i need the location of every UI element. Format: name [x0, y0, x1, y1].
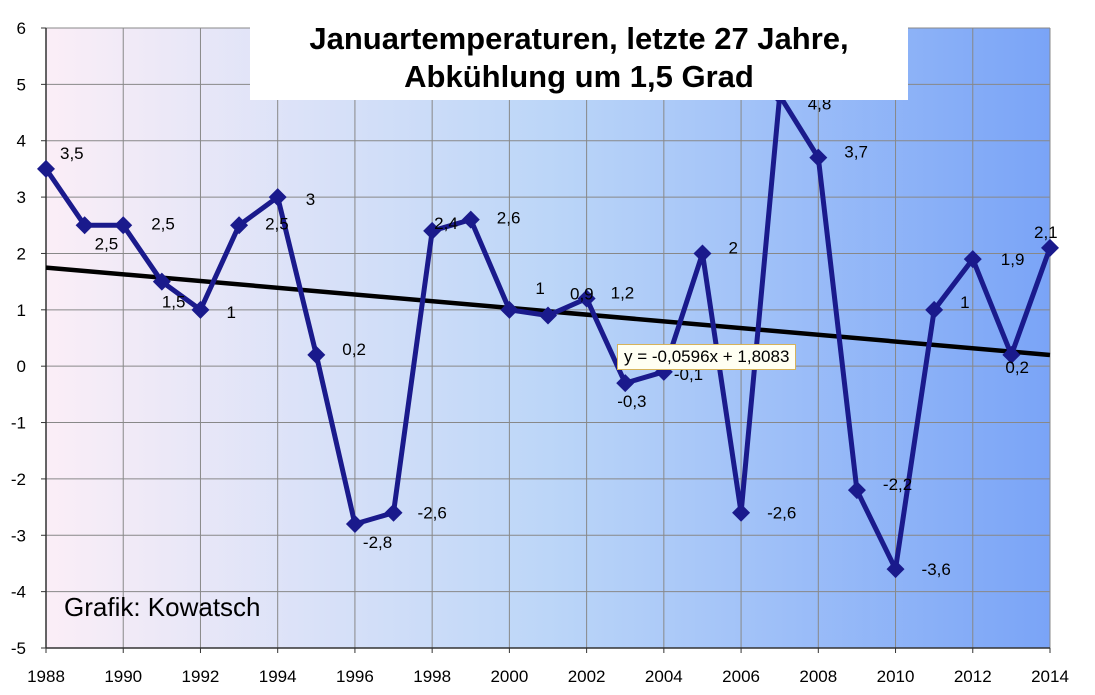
y-axis-ticks: -5 -4 -3 -2 -1 0 1 2 3 4 5 6: [11, 19, 46, 658]
data-label: 2,5: [151, 214, 175, 233]
data-label: 1,5: [162, 293, 186, 312]
data-point-marker: [345, 515, 364, 533]
chart-title: Januartemperaturen, letzte 27 Jahre, Abk…: [250, 16, 908, 100]
chart-title-line-2: Abkühlung um 1,5 Grad: [404, 59, 754, 94]
y-tick-label: 6: [17, 19, 26, 38]
data-point-marker: [732, 503, 751, 522]
data-point-marker: [693, 244, 712, 263]
data-label: -2,6: [418, 504, 447, 523]
trendline-equation: y = -0,0596x + 1,8083: [617, 344, 797, 370]
x-tick-label: 2010: [877, 667, 915, 686]
data-label: -0,3: [617, 392, 646, 411]
data-labels: 3,5 2,5 2,5 1,5 1 2,5 3 0,2 -2,8 -2,6 2,4 2,6 1 0,9 1,…: [60, 95, 1058, 579]
data-point-marker: [268, 188, 287, 207]
data-label: 2,6: [497, 209, 521, 228]
chart-title-line-1: Januartemperaturen, letzte 27 Jahre,: [309, 21, 849, 56]
data-label: 2,4: [434, 214, 458, 233]
data-point-marker: [307, 345, 326, 364]
data-label: 1: [226, 303, 235, 322]
y-tick-label: 2: [17, 244, 26, 263]
y-tick-label: -2: [11, 470, 26, 489]
y-tick-label: 0: [17, 357, 26, 376]
data-point-marker: [1041, 238, 1059, 257]
data-point-marker: [152, 272, 171, 291]
y-tick-label: -5: [11, 639, 26, 658]
data-point-marker: [384, 503, 403, 522]
x-tick-label: 2008: [799, 667, 837, 686]
data-label: -2,6: [767, 504, 796, 523]
data-label: -2,2: [883, 475, 912, 494]
data-label: 2,1: [1034, 223, 1058, 242]
x-tick-label: 2012: [954, 667, 992, 686]
data-label: 2,5: [265, 214, 289, 233]
data-label: -3,6: [922, 560, 951, 579]
y-tick-label: -3: [11, 526, 26, 545]
data-label: 2: [728, 238, 737, 257]
data-label: 3: [306, 190, 315, 209]
x-tick-label: 1988: [27, 667, 65, 686]
y-tick-label: 4: [17, 132, 26, 151]
data-point-marker: [539, 306, 557, 325]
x-tick-label: 2006: [722, 667, 760, 686]
data-point-marker: [925, 300, 944, 319]
x-tick-label: 1998: [413, 667, 451, 686]
data-point-marker: [114, 216, 133, 235]
data-label: 2,5: [95, 234, 119, 253]
x-tick-label: 1996: [336, 667, 374, 686]
data-point-marker: [1002, 345, 1021, 364]
x-tick-label: 2002: [568, 667, 606, 686]
data-label: 1,9: [1001, 250, 1025, 269]
data-point-marker: [616, 374, 635, 393]
data-label: 1: [535, 279, 544, 298]
data-label: 1,2: [611, 284, 635, 303]
x-tick-label: 1994: [259, 667, 297, 686]
data-label: 0,9: [570, 284, 594, 303]
axes: [45, 28, 1050, 649]
data-point-marker: [461, 210, 480, 229]
data-label: 0,2: [1005, 358, 1029, 377]
y-tick-label: -1: [11, 414, 26, 433]
data-point-marker: [500, 300, 519, 319]
x-tick-label: 1990: [104, 667, 142, 686]
chart-credit: Grafik: Kowatsch: [64, 592, 261, 622]
data-point-marker: [963, 250, 982, 269]
data-point-marker: [577, 289, 596, 308]
data-point-marker: [847, 481, 866, 500]
x-tick-label: 2000: [490, 667, 528, 686]
data-label: 0,2: [342, 340, 366, 359]
x-axis-ticks: 1988 1990 1992 1994 1996 1998 2000 2002 2004 2006…: [27, 648, 1069, 686]
data-label: 3,5: [60, 144, 84, 163]
data-point-marker: [230, 216, 249, 235]
data-point-marker: [886, 560, 905, 579]
y-tick-label: 1: [17, 301, 26, 320]
data-point-marker: [809, 148, 828, 167]
x-tick-label: 2004: [645, 667, 683, 686]
data-point-marker: [423, 221, 442, 240]
data-point-marker: [75, 216, 94, 235]
data-point-marker: [37, 159, 55, 178]
data-label: 1: [960, 293, 969, 312]
x-tick-label: 1992: [182, 667, 220, 686]
data-label: 3,7: [844, 143, 868, 162]
y-tick-label: -4: [11, 583, 26, 602]
data-label: -2,8: [363, 533, 392, 552]
data-point-marker: [191, 300, 210, 319]
y-tick-label: 5: [17, 75, 26, 94]
y-tick-label: 3: [17, 188, 26, 207]
x-tick-label: 2014: [1031, 667, 1069, 686]
